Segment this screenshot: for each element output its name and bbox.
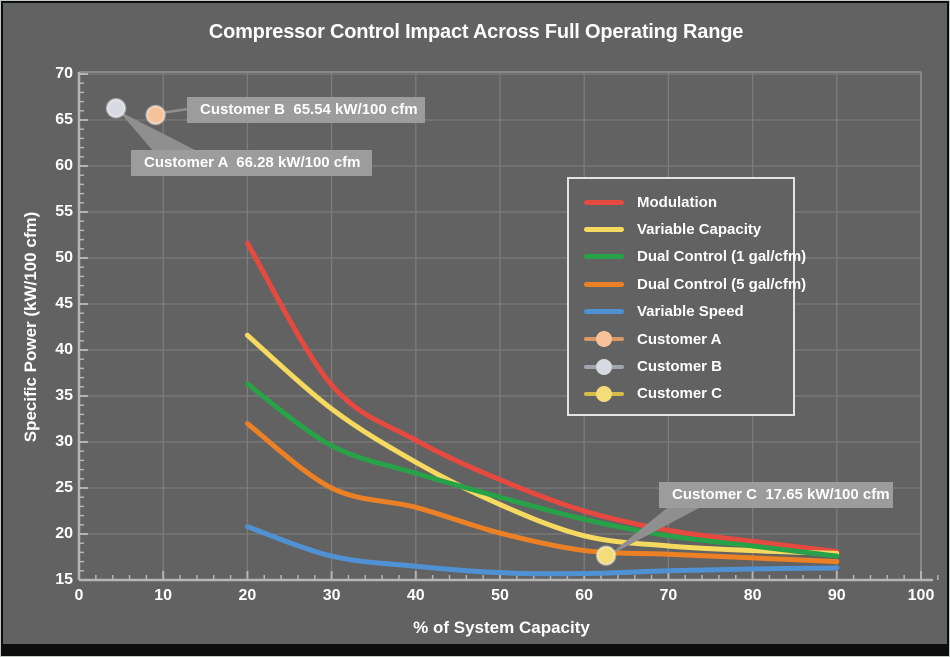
x-tick-90: 90 [827,587,846,604]
series-dual-control-5-gal-cfm- [244,421,840,565]
legend-label: Variable Speed [637,303,744,321]
point-customer-b [145,104,166,126]
series-variable-speed [244,524,840,577]
y-tick-45: 45 [55,295,73,312]
x-tick-50: 50 [491,587,509,604]
series-variable-capacity [244,332,840,556]
y-tick-15: 15 [55,571,73,588]
point-customer-a [105,97,127,119]
legend-marker-dot [596,358,612,375]
x-tick-40: 40 [406,587,425,604]
y-tick-30: 30 [55,433,73,450]
legend-item-variable-speed: Variable Speed [584,300,783,324]
y-axis-label: Specific Power (kW/100 cfm) [21,211,40,443]
x-tick-80: 80 [743,587,762,604]
legend-line-swatch [584,226,624,232]
legend: Modulation Variable Capacity Dual Control … [567,177,806,416]
legend-label: Customer B [637,358,723,376]
legend-label: Dual Control (5 gal/cfm) [637,275,807,293]
legend-line-swatch [584,199,624,205]
chart-title: Compressor Control Impact Across Full Op… [208,21,744,43]
y-tick-55: 55 [55,203,73,220]
legend-item-customer-a: Customer A [584,327,783,351]
y-tick-20: 20 [55,525,73,542]
y-tick-40: 40 [55,341,73,358]
legend-line-swatch [584,309,624,315]
legend-line [584,226,624,232]
x-tick-20: 20 [238,587,257,604]
legend-line [584,281,624,287]
y-tick-25: 25 [55,479,73,496]
legend-line [584,254,624,260]
x-axis-label: % of System Capacity [413,618,590,637]
legend-marker-swatch [584,385,624,402]
y-tick-35: 35 [55,387,73,404]
x-tick-100: 100 [907,587,935,604]
y-tick-50: 50 [55,249,73,266]
legend-line [584,199,624,205]
y-tick-60: 60 [55,157,73,174]
legend-item-dual-control-1-gal-cfm-: Dual Control (1 gal/cfm) [584,245,806,269]
legend-label: Variable Capacity [637,220,762,238]
annotation-customer-b: Customer B 65.54 kW/100 cfm [187,97,425,123]
annotation-customer-c: Customer C 17.65 kW/100 cfm [659,482,893,508]
legend-marker-dot [596,331,612,348]
y-tick-65: 65 [55,111,73,128]
y-tick-70: 70 [55,65,73,82]
legend-item-customer-b: Customer B [584,355,783,379]
legend-item-variable-capacity: Variable Capacity [584,217,783,241]
legend-line-swatch [584,254,624,260]
legend-line [584,309,624,315]
series-modulation [244,240,840,554]
legend-line-swatch [584,281,624,287]
x-tick-70: 70 [659,587,678,604]
annotation-customer-a: Customer A 66.28 kW/100 cfm [131,150,372,176]
legend-item-modulation: Modulation [584,190,783,214]
legend-item-customer-c: Customer C [584,382,783,406]
legend-marker-swatch [584,331,624,348]
legend-item-dual-control-5-gal-cfm-: Dual Control (5 gal/cfm) [584,272,806,296]
series-dual-control-1-gal-cfm- [244,381,840,559]
x-tick-60: 60 [575,587,594,604]
x-tick-0: 0 [74,587,84,604]
legend-label: Customer A [637,330,722,348]
x-tick-30: 30 [322,587,341,604]
legend-marker-swatch [584,358,624,375]
legend-label: Dual Control (1 gal/cfm) [637,248,807,266]
point-customer-c [595,545,617,566]
legend-marker-dot [596,385,612,402]
legend-label: Modulation [637,193,717,211]
x-tick-10: 10 [154,587,173,604]
legend-label: Customer C [637,385,723,403]
